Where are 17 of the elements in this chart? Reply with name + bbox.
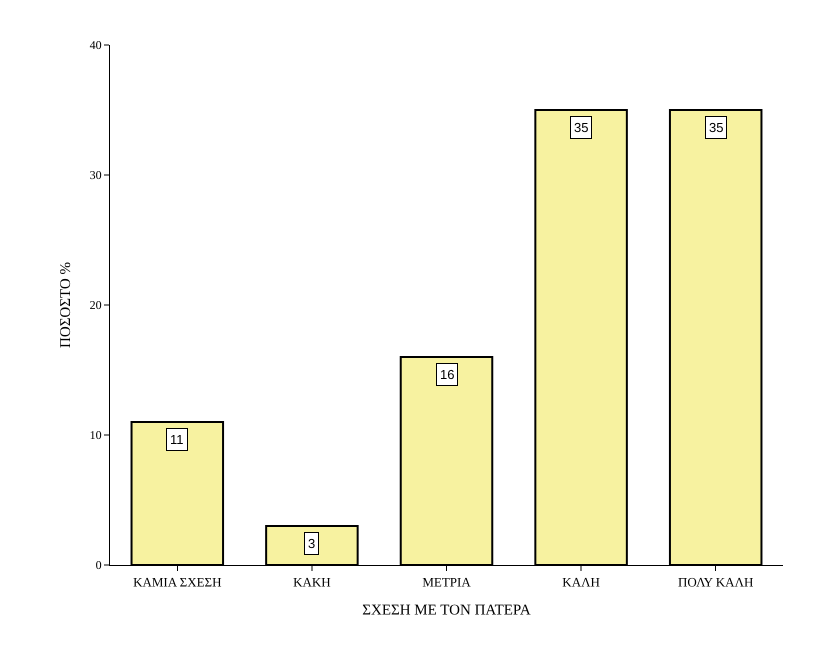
y-tick-label: 40	[90, 38, 102, 52]
data-label: 3	[308, 536, 316, 551]
y-tick-label: 20	[90, 298, 102, 312]
x-axis-title: ΣΧΕΣΗ ΜΕ ΤΟΝ ΠΑΤΕΡΑ	[362, 602, 531, 619]
data-label: 35	[709, 120, 724, 135]
y-tick-label: 30	[90, 168, 102, 182]
data-label: 35	[574, 120, 588, 135]
x-tick-label: ΚΑΚΗ	[293, 574, 331, 590]
x-tick-label: ΜΕΤΡΙΑ	[422, 574, 472, 590]
x-tick-label: ΠΟΛΥ ΚΑΛΗ	[678, 574, 754, 590]
data-label: 11	[170, 432, 184, 447]
y-tick-label: 0	[96, 558, 102, 572]
y-tick-label: 10	[90, 428, 102, 442]
x-tick-label: ΚΑΜΙΑ ΣΧΕΣΗ	[133, 574, 222, 590]
data-label: 16	[440, 367, 454, 382]
y-axis-title: ΠΟΣΟΣΤΟ %	[58, 262, 74, 348]
x-tick-label: ΚΑΛΗ	[562, 574, 600, 590]
